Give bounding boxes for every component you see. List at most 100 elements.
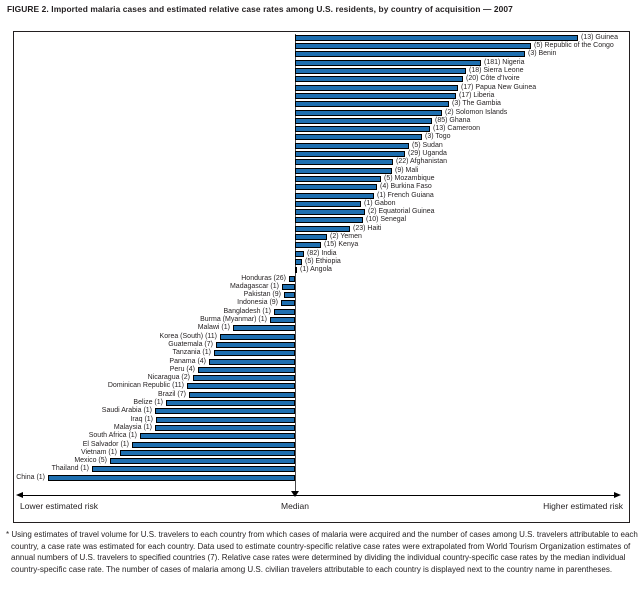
- bar-belize: [166, 400, 295, 406]
- axis-label-median: Median: [281, 501, 309, 511]
- bar-mali: [295, 168, 392, 174]
- bar-label-solomon-islands: (2) Solomon Islands: [445, 109, 508, 116]
- footnote: * Using estimates of travel volume for U…: [6, 530, 638, 574]
- bar-bangladesh: [274, 309, 295, 315]
- bar-malawi: [233, 325, 295, 331]
- bar-label-iraq: Iraq (1): [130, 416, 153, 423]
- bar-french-guiana: [295, 193, 374, 199]
- bar-indonesia: [281, 300, 295, 306]
- plot-area: Lower estimated risk Median Higher estim…: [14, 32, 629, 522]
- bar-panama: [209, 359, 295, 365]
- bar-label-nicaragua: Nicaragua (2): [147, 374, 190, 381]
- bar-label-guinea: (13) Guinea: [581, 34, 618, 41]
- bar-malaysia: [155, 425, 295, 431]
- bar-label-french-guiana: (1) French Guiana: [377, 192, 434, 199]
- bar-label-cameroon: (13) Cameroon: [433, 125, 481, 132]
- bar-label-saudi-arabia: Saudi Arabia (1): [101, 407, 152, 414]
- bar-thailand: [92, 466, 295, 472]
- bar-label-ethiopia: (5) Ethiopia: [305, 258, 341, 265]
- bar-gabon: [295, 201, 361, 207]
- bar-label-haiti: (23) Haiti: [353, 225, 382, 232]
- bar-label-thailand: Thailand (1): [51, 465, 89, 472]
- bar-label-kenya: (15) Kenya: [324, 241, 359, 248]
- bar-uganda: [295, 151, 405, 157]
- bar-label-liberia: (17) Liberia: [459, 92, 495, 99]
- bar-afghanistan: [295, 159, 393, 165]
- bar-guatemala: [216, 342, 295, 348]
- bar-label-panama: Panama (4): [169, 358, 206, 365]
- bar-label-nigeria: (181) Nigeria: [484, 59, 525, 66]
- bar-angola: [295, 267, 297, 273]
- bar-sierra-leone: [295, 68, 466, 74]
- bar-tanzania: [214, 350, 295, 356]
- bar-iraq: [156, 417, 295, 423]
- bar-label-malaysia: Malaysia (1): [113, 424, 152, 431]
- bar-label-honduras: Honduras (26): [241, 275, 286, 282]
- bar-label-mexico: Mexico (5): [74, 457, 107, 464]
- bar-vietnam: [120, 450, 295, 456]
- axis-label-higher-risk: Higher estimated risk: [543, 501, 623, 511]
- bar-the-gambia: [295, 101, 449, 107]
- bar-label-vietnam: Vietnam (1): [80, 449, 117, 456]
- bar-burkina-faso: [295, 184, 377, 190]
- bar-label-tanzania: Tanzania (1): [172, 349, 211, 356]
- bar-nigeria: [295, 60, 481, 66]
- bar-label-bangladesh: Bangladesh (1): [223, 308, 271, 315]
- bar-label-peru: Peru (4): [169, 366, 195, 373]
- bar-nicaragua: [193, 375, 295, 381]
- bar-label-the-gambia: (3) The Gambia: [452, 100, 501, 107]
- bar-ethiopia: [295, 259, 302, 265]
- bar-el-salvador: [132, 442, 295, 448]
- bar-label-india: (82) India: [307, 250, 337, 257]
- bar-label-benin: (3) Benin: [528, 50, 557, 57]
- bar-label-guatemala: Guatemala (7): [168, 341, 213, 348]
- bar-label-korea-south: Korea (South) (11): [159, 333, 217, 340]
- median-arrow-down-icon: [291, 491, 299, 497]
- bar-equatorial-guinea: [295, 209, 365, 215]
- bar-label-afghanistan: (22) Afghanistan: [396, 158, 447, 165]
- bar-india: [295, 251, 304, 257]
- bar-label-china: China (1): [16, 474, 45, 481]
- bar-yemen: [295, 234, 327, 240]
- bar-sudan: [295, 143, 409, 149]
- arrow-right-icon: [614, 492, 621, 498]
- bar-liberia: [295, 93, 456, 99]
- bar-label-sudan: (5) Sudan: [412, 142, 443, 149]
- bar-burma-myanmar: [270, 317, 295, 323]
- bar-korea-south: [220, 334, 295, 340]
- bar-china: [48, 475, 295, 481]
- bar-republic-of-the-congo: [295, 43, 531, 49]
- bar-ghana: [295, 118, 432, 124]
- bar-label-c-te-d-ivoire: (20) Côte d’Ivoire: [466, 75, 520, 82]
- bar-benin: [295, 51, 525, 57]
- bar-madagascar: [282, 284, 295, 290]
- bar-label-belize: Belize (1): [133, 399, 163, 406]
- arrow-left-icon: [16, 492, 23, 498]
- bar-togo: [295, 134, 422, 140]
- bar-label-yemen: (2) Yemen: [330, 233, 362, 240]
- bar-label-south-africa: South Africa (1): [88, 432, 137, 439]
- bar-solomon-islands: [295, 110, 442, 116]
- bar-honduras: [289, 276, 295, 282]
- bar-label-burma-myanmar: Burma (Myanmar) (1): [200, 316, 267, 323]
- figure-title: FIGURE 2. Imported malaria cases and est…: [7, 4, 513, 14]
- bar-haiti: [295, 226, 350, 232]
- bar-label-malawi: Malawi (1): [197, 324, 230, 331]
- bar-label-republic-of-the-congo: (5) Republic of the Congo: [534, 42, 614, 49]
- bar-mexico: [110, 458, 295, 464]
- bar-label-equatorial-guinea: (2) Equatorial Guinea: [368, 208, 435, 215]
- bar-label-uganda: (29) Uganda: [408, 150, 447, 157]
- bar-label-madagascar: Madagascar (1): [229, 283, 279, 290]
- bar-c-te-d-ivoire: [295, 76, 463, 82]
- bar-senegal: [295, 217, 363, 223]
- bar-label-gabon: (1) Gabon: [364, 200, 396, 207]
- bar-peru: [198, 367, 295, 373]
- bar-label-pakistan: Pakistan (9): [243, 291, 281, 298]
- bar-label-papua-new-guinea: (17) Papua New Guinea: [461, 84, 537, 91]
- bar-kenya: [295, 242, 321, 248]
- bar-dominican-republic: [187, 383, 295, 389]
- bar-label-indonesia: Indonesia (9): [237, 299, 278, 306]
- bar-label-angola: (1) Angola: [300, 266, 332, 273]
- risk-axis-line: [22, 495, 615, 496]
